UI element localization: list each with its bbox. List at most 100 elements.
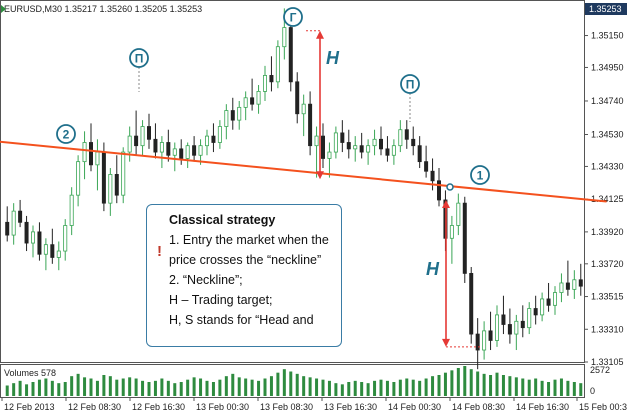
note-line-4: H, S stands for “Head and (169, 313, 314, 327)
candle-body (501, 314, 506, 325)
entry-point-dot (446, 183, 454, 191)
volume-bar (385, 380, 389, 396)
volume-bar (37, 379, 41, 396)
volume-bar (63, 382, 67, 396)
volume-bar (553, 379, 557, 396)
x-tick-label: 12 Feb 08:30 (68, 402, 121, 412)
volume-bar (269, 376, 273, 396)
volume-bar (379, 379, 383, 396)
volume-bar (521, 378, 525, 396)
warning-icon: ! (157, 243, 162, 260)
volume-bar (347, 382, 351, 396)
volume-bar (482, 373, 486, 396)
arrow-head-up (316, 30, 324, 39)
marker-shoulder-right-label: П (406, 78, 415, 92)
volume-bar (276, 372, 280, 396)
price-plot-frame (0, 0, 585, 363)
candle-body (230, 110, 235, 121)
candle-body (114, 174, 119, 196)
marker-neckline-2-label: 2 (63, 128, 70, 142)
candle-body (179, 148, 184, 159)
volume-bar (463, 366, 467, 396)
volume-bar (166, 380, 170, 396)
volume-bar (57, 383, 61, 396)
volume-bar (302, 376, 306, 396)
candle-body (417, 145, 422, 163)
candle-body (424, 161, 429, 172)
y-tick-label: 1.33105 (591, 357, 624, 367)
chart-header-text: EURUSD,M30 1.35217 1.35260 1.35205 1.352… (4, 4, 202, 14)
volume-bar (501, 375, 505, 396)
volume-bar (89, 378, 93, 396)
x-tick-label: 13 Feb 08:30 (260, 402, 313, 412)
volume-bar (527, 379, 531, 396)
volume-bar (224, 376, 228, 396)
candle-body (217, 126, 222, 143)
marker-shoulder-right (400, 74, 420, 94)
volume-bar (508, 376, 512, 396)
volume-bar (115, 379, 119, 396)
volume-bar (263, 378, 267, 396)
candle-body (37, 231, 42, 255)
x-tick-label: 14 Feb 16:30 (516, 402, 569, 412)
candle-body (153, 138, 158, 153)
candle-body (514, 320, 519, 335)
y-tick-label: 1.33720 (591, 259, 624, 269)
volume-bar (218, 379, 222, 396)
volume-bar (76, 373, 80, 396)
marker-shoulder-left-label: П (135, 52, 144, 66)
candle-body (127, 135, 132, 153)
volume-bar (495, 372, 499, 396)
volume-bar (514, 377, 518, 396)
candle-body (198, 145, 203, 156)
candle-body (69, 194, 74, 226)
candle-body (82, 142, 87, 163)
volume-bar (469, 369, 473, 396)
y-tick-label: 1.34125 (591, 194, 624, 204)
candle-body (333, 132, 338, 153)
marker-entry-1 (470, 165, 490, 185)
volume-bar (559, 378, 563, 396)
volume-bar (321, 379, 325, 396)
candle-body (553, 292, 558, 306)
x-tick-label: 13 Feb 16:30 (324, 402, 377, 412)
candle-body (256, 91, 261, 105)
candle-body (146, 126, 151, 140)
y-tick-label: 1.35150 (591, 31, 624, 41)
y-tick-label: 1.33920 (591, 227, 624, 237)
candle-body (237, 106, 242, 121)
volume-bar (282, 369, 286, 396)
candle-body (172, 148, 177, 156)
candle-body (18, 210, 23, 223)
candle-body (507, 324, 512, 335)
volume-bar (173, 383, 177, 396)
candle-body (456, 202, 461, 226)
volume-bar (411, 379, 415, 396)
volume-bar (12, 383, 16, 396)
volume-bar (289, 371, 293, 396)
volume-bar (237, 377, 241, 396)
x-tick-label: 14 Feb 00:30 (388, 402, 441, 412)
volume-bar (424, 378, 428, 396)
volume-bar (431, 376, 435, 396)
candle-body (327, 151, 332, 159)
volume-bar (489, 375, 493, 396)
volume-bar (44, 378, 48, 396)
arrow-head-down (316, 171, 324, 180)
candle-body (449, 225, 454, 239)
candle-body (320, 135, 325, 159)
x-tick-label: 12 Feb 2013 (4, 402, 55, 412)
volume-bar (327, 380, 331, 396)
volume-bar (579, 383, 583, 396)
candle-body (121, 151, 126, 196)
volume-bar (418, 380, 422, 396)
candle-body (565, 282, 570, 290)
volume-bar (315, 378, 319, 396)
marker-entry-1-label: 1 (477, 169, 484, 183)
volume-bar (153, 380, 157, 396)
candle-body (140, 126, 145, 147)
marker-head-label: Г (290, 11, 297, 25)
volume-bar (186, 379, 190, 396)
